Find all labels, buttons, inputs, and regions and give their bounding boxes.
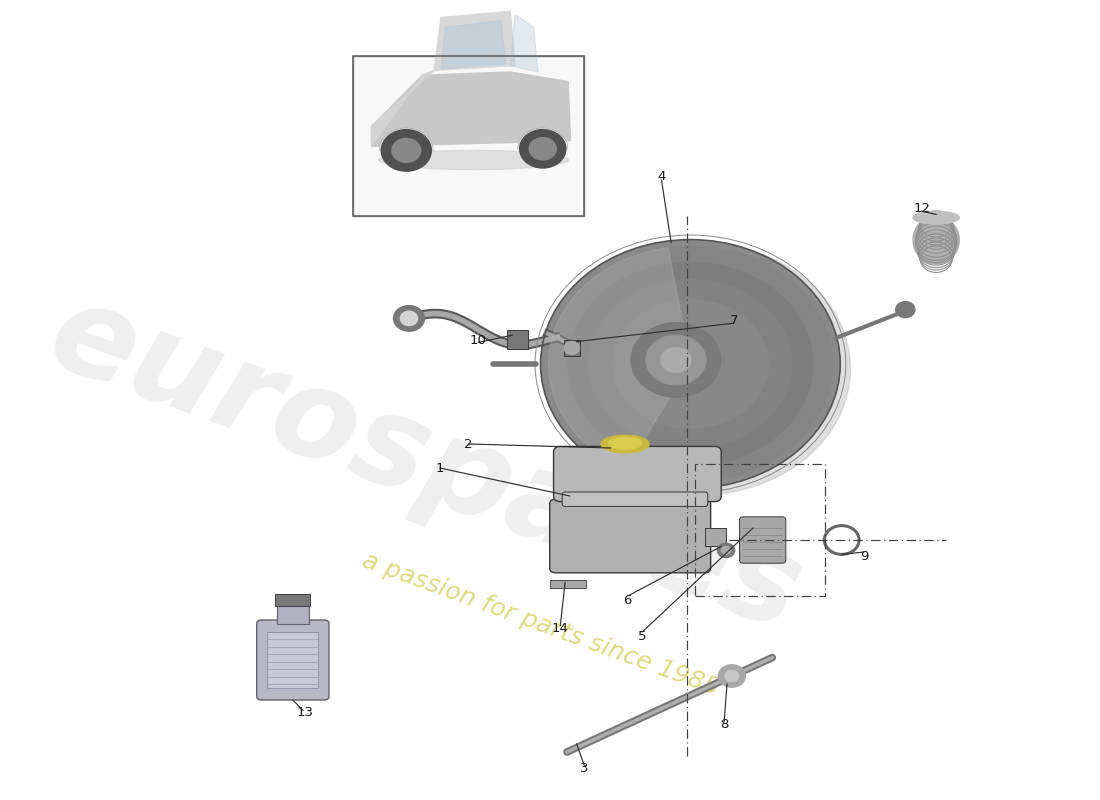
Circle shape [722,546,730,554]
Text: 5: 5 [638,630,647,642]
Wedge shape [379,128,433,150]
Bar [705,528,726,546]
Circle shape [519,130,565,168]
Bar [550,580,586,588]
Circle shape [382,130,431,171]
Polygon shape [441,21,506,69]
Ellipse shape [913,216,959,264]
Bar [267,632,318,688]
Wedge shape [518,128,568,149]
Circle shape [613,299,768,429]
Polygon shape [372,72,571,146]
Circle shape [549,246,833,482]
Polygon shape [510,14,538,72]
Circle shape [588,280,792,448]
Text: 14: 14 [552,622,569,634]
Circle shape [717,543,735,558]
Bar [564,340,580,356]
Text: 8: 8 [719,718,728,730]
Ellipse shape [608,437,642,450]
Circle shape [661,347,691,372]
Circle shape [631,322,720,397]
Circle shape [718,665,746,687]
Ellipse shape [378,150,569,170]
Polygon shape [549,248,691,469]
Text: 3: 3 [580,762,588,774]
Ellipse shape [601,435,649,453]
FancyBboxPatch shape [553,446,722,502]
Text: 13: 13 [296,706,314,718]
Circle shape [895,302,915,318]
Polygon shape [434,11,515,70]
Circle shape [564,342,580,354]
Text: 1: 1 [436,462,444,474]
Ellipse shape [913,211,959,224]
Circle shape [646,335,706,385]
Text: 6: 6 [624,594,631,606]
Circle shape [529,138,557,160]
Bar [353,56,584,216]
FancyBboxPatch shape [550,499,711,573]
Bar [353,56,584,216]
Circle shape [541,240,839,488]
Text: 9: 9 [860,550,868,562]
Circle shape [725,670,738,682]
Text: 2: 2 [464,438,473,450]
Circle shape [400,311,418,326]
Circle shape [568,262,813,466]
FancyBboxPatch shape [256,620,329,700]
Polygon shape [372,70,434,146]
Text: 10: 10 [470,334,487,346]
Circle shape [546,242,850,495]
Bar [277,604,308,624]
Circle shape [392,138,420,162]
Text: a passion for parts since 1985: a passion for parts since 1985 [360,548,723,700]
Bar [507,330,528,349]
Bar [275,594,310,606]
FancyBboxPatch shape [562,492,707,506]
Text: 7: 7 [729,314,738,326]
Text: 4: 4 [658,170,666,182]
Text: 12: 12 [913,202,931,214]
Bar [695,464,825,596]
FancyBboxPatch shape [739,517,785,563]
Circle shape [394,306,425,331]
Text: eurospares: eurospares [33,272,817,656]
